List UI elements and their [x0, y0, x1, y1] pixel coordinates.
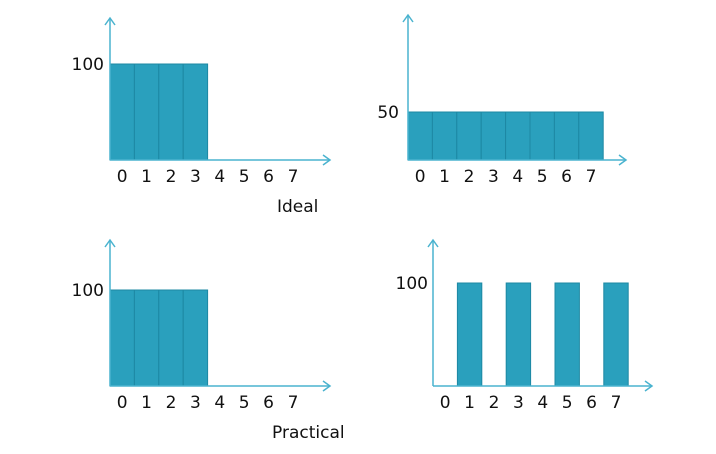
x-tick-label: 1 — [464, 393, 475, 413]
y-tick-label: 100 — [72, 281, 104, 301]
chart-3: 0 1 2 3 4 5 6 7 100 — [72, 238, 332, 413]
x-tick-label: 4 — [214, 393, 225, 413]
y-tick-label: 100 — [396, 274, 428, 294]
bar-5 — [529, 111, 555, 161]
x-tick-label: 1 — [141, 167, 152, 187]
x-tick-label: 3 — [513, 393, 524, 413]
x-tick-label: 5 — [537, 167, 548, 187]
x-axis-arrow-icon — [644, 380, 654, 392]
x-tick-label: 5 — [239, 167, 250, 187]
x-tick-label: 5 — [239, 393, 250, 413]
x-tick-label: 4 — [537, 393, 548, 413]
x-tick-label: 3 — [488, 167, 499, 187]
bar-0 — [407, 111, 433, 161]
x-tick-label: 0 — [117, 167, 128, 187]
bar-1 — [431, 111, 458, 161]
x-tick-label: 0 — [415, 167, 426, 187]
bar-5 — [554, 282, 580, 387]
x-tick-label: 4 — [512, 167, 523, 187]
bar-0 — [109, 63, 135, 161]
bar-0 — [109, 289, 135, 387]
bar-2 — [158, 289, 184, 387]
bar-6 — [553, 111, 580, 161]
y-axis-arrow-icon — [104, 16, 116, 26]
bar-1 — [133, 289, 160, 387]
chart-4: 0 1 2 3 4 5 6 7 100 — [396, 238, 654, 413]
chart-2: 0 1 2 3 4 5 6 7 50 — [377, 13, 628, 187]
x-tick-label: 6 — [561, 167, 572, 187]
x-tick-label: 7 — [288, 167, 299, 187]
x-tick-label: 4 — [214, 167, 225, 187]
bar-2 — [456, 111, 482, 161]
bar-2 — [158, 63, 184, 161]
x-tick-label: 7 — [288, 393, 299, 413]
x-tick-label: 5 — [562, 393, 573, 413]
y-tick-label: 100 — [72, 55, 104, 75]
bar-1 — [133, 63, 160, 161]
caption-ideal: Ideal — [277, 197, 318, 217]
bar-1 — [456, 282, 483, 387]
x-tick-label: 2 — [464, 167, 475, 187]
x-tick-label: 6 — [263, 167, 274, 187]
bar-7 — [603, 282, 629, 387]
x-tick-label: 2 — [489, 393, 500, 413]
y-axis-arrow-icon — [427, 238, 439, 248]
x-tick-label: 2 — [166, 393, 177, 413]
x-tick-label: 3 — [190, 167, 201, 187]
bar-3 — [182, 63, 209, 161]
x-axis-arrow-icon — [322, 154, 332, 166]
y-tick-label: 50 — [377, 103, 399, 123]
y-axis-arrow-icon — [402, 13, 414, 23]
x-tick-label: 0 — [117, 393, 128, 413]
x-tick-label: 3 — [190, 393, 201, 413]
bar-3 — [480, 111, 507, 161]
x-tick-label: 2 — [166, 167, 177, 187]
bar-4 — [505, 111, 531, 161]
bar-7 — [578, 111, 604, 161]
x-axis-arrow-icon — [322, 380, 332, 392]
x-tick-label: 7 — [586, 167, 597, 187]
x-tick-label: 1 — [439, 167, 450, 187]
x-tick-label: 0 — [440, 393, 451, 413]
chart-1: 0 1 2 3 4 5 6 7 100 — [72, 16, 332, 187]
x-tick-label: 6 — [263, 393, 274, 413]
x-tick-label: 6 — [586, 393, 597, 413]
bar-3 — [182, 289, 209, 387]
x-tick-label: 1 — [141, 393, 152, 413]
x-axis-arrow-icon — [618, 154, 628, 166]
bar-3 — [505, 282, 532, 387]
x-tick-label: 7 — [611, 393, 622, 413]
caption-practical: Practical — [272, 423, 345, 443]
y-axis-arrow-icon — [104, 238, 116, 248]
